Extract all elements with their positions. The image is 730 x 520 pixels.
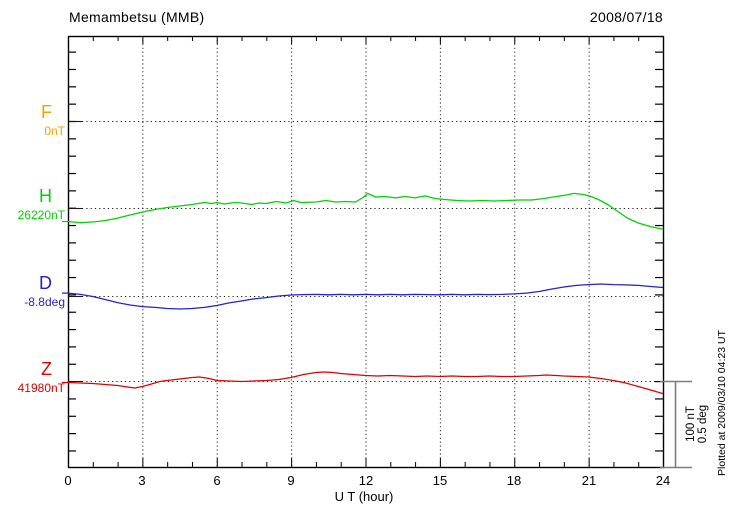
channel-H-baseline-value: 26220nT [17,208,65,222]
channel-Z-letter: Z [41,359,52,379]
scale-bar-label-nt: 100 nT [685,406,697,442]
scale-bar-label-deg: 0.5 deg [697,404,709,444]
x-tick-label-21: 21 [581,473,597,488]
channel-D-letter: D [39,273,52,293]
channel-F-baseline-value: 0nT [44,124,65,138]
channel-D-baseline-value: -8.8deg [24,295,65,309]
channel-H-label: H 26220nT [0,187,65,222]
channel-F-letter: F [41,102,52,122]
channel-Z-baseline-value: 41980nT [17,381,65,395]
station-title: Memambetsu (MMB) [69,9,205,25]
x-tick-label-12: 12 [358,473,374,488]
x-tick-label-9: 9 [287,473,295,488]
x-tick-label-6: 6 [213,473,221,488]
channel-D-label: D -8.8deg [0,274,65,309]
x-tick-label-18: 18 [506,473,522,488]
channel-Z-label: Z 41980nT [0,360,65,395]
x-tick-label-0: 0 [64,473,72,488]
plot-date: 2008/07/18 [589,9,663,25]
x-tick-label-3: 3 [138,473,146,488]
scale-bar-label: 100 nT 0.5 deg [685,405,709,443]
x-tick-label-24: 24 [655,473,671,488]
x-tick-label-15: 15 [432,473,448,488]
x-axis-title: U T (hour) [334,489,394,504]
channel-H-letter: H [39,186,52,206]
channel-F-label: F 0nT [0,103,65,138]
plot-timestamp-note: Plotted at 2009/03/10 04:23 UT [716,330,728,476]
